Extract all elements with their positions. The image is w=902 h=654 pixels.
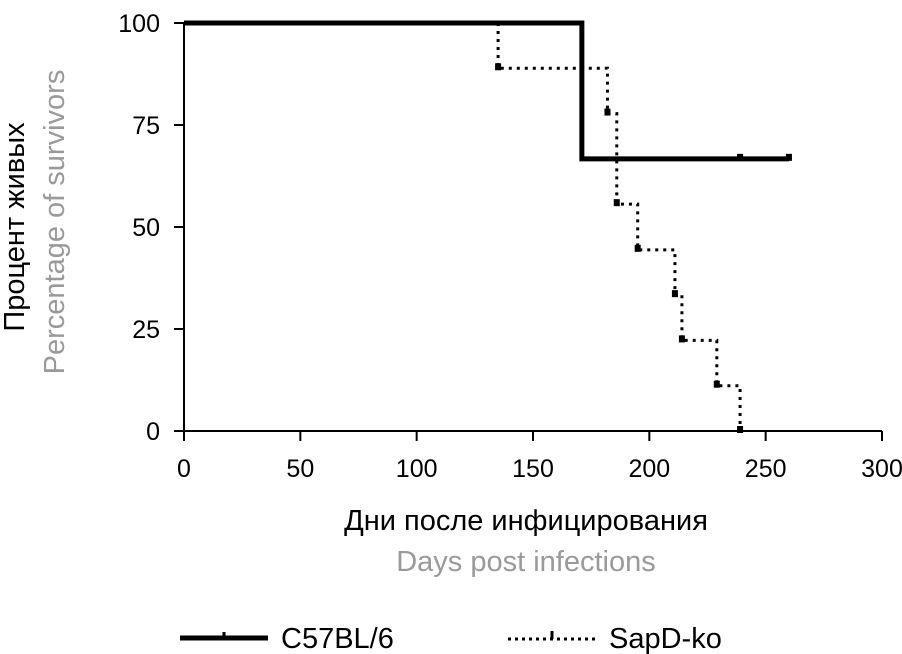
x-tick-label: 300 bbox=[861, 455, 902, 483]
y-tick-label: 100 bbox=[118, 10, 160, 38]
series-line-sapd-ko bbox=[496, 23, 742, 431]
x-tick-label: 0 bbox=[177, 455, 191, 483]
censor-mark bbox=[785, 153, 792, 161]
x-tick-label: 150 bbox=[512, 455, 554, 483]
censor-mark bbox=[604, 108, 611, 116]
series-line-c57bl6 bbox=[184, 20, 789, 162]
series-layer bbox=[184, 20, 792, 433]
y-tick-label: 75 bbox=[132, 112, 160, 140]
legend: C57BL/6 SapD-ko bbox=[180, 623, 722, 654]
y-tick-label: 50 bbox=[132, 214, 160, 242]
legend-label-c57bl6: C57BL/6 bbox=[281, 623, 394, 654]
censor-mark bbox=[634, 244, 641, 252]
y-tick-label: 25 bbox=[132, 316, 160, 344]
y-axis-label-en: Percentage of survivors bbox=[39, 70, 71, 375]
x-tick-label: 50 bbox=[286, 455, 314, 483]
x-tick-label: 250 bbox=[745, 455, 787, 483]
censor-mark bbox=[495, 63, 502, 71]
censor-mark bbox=[737, 426, 744, 433]
x-tick-label: 200 bbox=[628, 455, 670, 483]
legend-label-sapd-ko: SapD-ko bbox=[609, 623, 722, 654]
censor-mark bbox=[713, 380, 720, 388]
x-axis-label-en: Days post infections bbox=[396, 546, 656, 578]
censor-mark bbox=[737, 153, 744, 161]
censor-mark bbox=[671, 290, 678, 298]
censor-mark bbox=[613, 199, 620, 207]
y-axis-label-ru: Процент живых bbox=[0, 122, 31, 332]
x-axis-label-ru: Дни после инфицирования bbox=[344, 505, 708, 537]
y-tick-label: 0 bbox=[146, 418, 160, 446]
censor-mark bbox=[678, 335, 685, 343]
axis-ticks: 0 50 100 150 200 250 300 0 25 50 75 100 bbox=[118, 10, 902, 483]
x-tick-label: 100 bbox=[396, 455, 438, 483]
